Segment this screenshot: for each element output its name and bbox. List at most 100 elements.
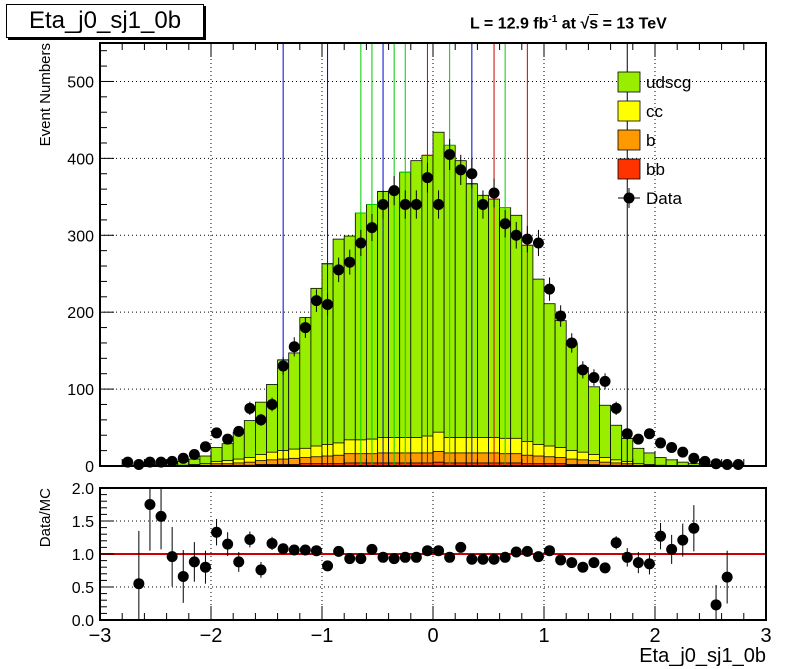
data-point — [510, 229, 522, 241]
main-mc-error-bars — [277, 43, 633, 466]
legend-swatch-b — [617, 129, 641, 151]
x-tick-label: −2 — [200, 625, 223, 647]
luminosity-label: L = 12.9 fb-1 at √s = 13 TeV — [470, 14, 667, 33]
ratio-point — [199, 561, 211, 573]
data-point — [732, 458, 744, 470]
main-data-points — [122, 139, 744, 470]
data-point — [322, 298, 334, 310]
data-point — [532, 237, 544, 249]
ratio-y-tick-label: 0.0 — [72, 613, 94, 630]
data-point — [122, 456, 134, 468]
ratio-point — [144, 499, 156, 510]
main-ylabel: Event Numbers — [37, 43, 54, 146]
main-axes: 0 100 200 300 400 500 — [67, 43, 767, 476]
data-point — [266, 398, 278, 410]
lumi-suffix: = 13 TeV — [598, 15, 667, 33]
ratio-point — [577, 561, 589, 573]
sqrt-arg: s — [589, 15, 599, 33]
ratio-point — [322, 560, 334, 572]
bar-udscg — [654, 457, 667, 467]
ratio-data-points — [133, 488, 733, 620]
legend-label-cc: cc — [646, 102, 664, 121]
bar-udscg — [310, 287, 323, 467]
bar-udscg — [643, 452, 656, 467]
data-point — [188, 448, 200, 460]
ratio-point — [510, 546, 522, 558]
bar-udscg — [543, 303, 556, 467]
ratio-point — [588, 557, 600, 569]
data-point — [566, 337, 578, 349]
bar-udscg — [576, 367, 589, 467]
ratio-point — [410, 551, 422, 563]
data-point — [455, 164, 467, 176]
data-point — [288, 341, 300, 353]
y-tick-label: 200 — [67, 305, 94, 322]
ratio-point — [377, 551, 389, 563]
ratio-point — [499, 551, 511, 563]
bar-udscg — [565, 342, 578, 467]
data-point — [310, 295, 322, 307]
x-tick-label: 3 — [760, 625, 771, 647]
data-point — [233, 425, 245, 437]
data-point — [222, 433, 234, 445]
ratio-point — [710, 599, 722, 611]
data-point — [255, 414, 267, 426]
data-point — [333, 264, 345, 276]
ratio-point — [521, 545, 533, 557]
data-point — [421, 172, 433, 184]
ratio-point — [299, 544, 311, 556]
data-point — [677, 446, 689, 458]
bar-udscg — [299, 317, 312, 467]
bar-udscg — [476, 194, 489, 467]
ratio-point — [277, 543, 289, 555]
ratio-point — [166, 551, 178, 563]
ratio-point — [244, 533, 256, 545]
ratio-point — [655, 530, 667, 542]
data-point — [488, 187, 500, 199]
legend-label-bb: bb — [646, 160, 665, 179]
ratio-point — [133, 578, 145, 590]
legend-label-b: b — [646, 131, 655, 150]
ratio-point — [333, 545, 345, 557]
bar-udscg — [454, 160, 467, 467]
data-point — [388, 185, 400, 197]
ratio-point — [421, 545, 433, 557]
ratio-point — [666, 543, 678, 555]
data-point — [166, 455, 178, 467]
data-point — [277, 360, 289, 372]
ratio-y-tick-label: 2.0 — [72, 481, 94, 498]
bar-udscg — [432, 131, 445, 467]
ratio-point — [233, 556, 245, 568]
data-point — [599, 375, 611, 387]
ratio-point — [444, 551, 456, 563]
data-point — [555, 310, 567, 322]
bar-udscg — [532, 278, 545, 467]
legend-swatch-udscg — [617, 71, 641, 93]
main-stacked-histogram — [121, 131, 745, 467]
bar-udscg — [510, 214, 523, 467]
lumi-exponent: -1 — [548, 14, 558, 25]
data-point — [177, 452, 189, 464]
ratio-point — [621, 551, 633, 563]
data-point — [133, 458, 145, 470]
data-point — [621, 428, 633, 440]
data-point — [699, 455, 711, 467]
data-point — [710, 458, 722, 470]
y-tick-label: 400 — [67, 151, 94, 168]
ratio-point — [643, 558, 655, 570]
ratio-point — [355, 553, 367, 565]
data-point — [344, 256, 356, 268]
data-point — [211, 427, 223, 439]
ratio-axes: 0.0 0.5 1.0 1.5 2.0 −3 −2 −1 0 1 2 3 — [72, 481, 772, 647]
x-tick-label: −1 — [311, 625, 334, 647]
data-point — [410, 199, 422, 211]
data-point — [199, 441, 211, 453]
ratio-point — [721, 571, 733, 583]
ratio-point — [455, 541, 467, 553]
ratio-point — [366, 543, 378, 555]
data-point — [588, 372, 600, 384]
ratio-point — [222, 538, 234, 550]
ratio-point — [399, 551, 411, 563]
ratio-ylabel: Data/MC — [37, 488, 54, 547]
